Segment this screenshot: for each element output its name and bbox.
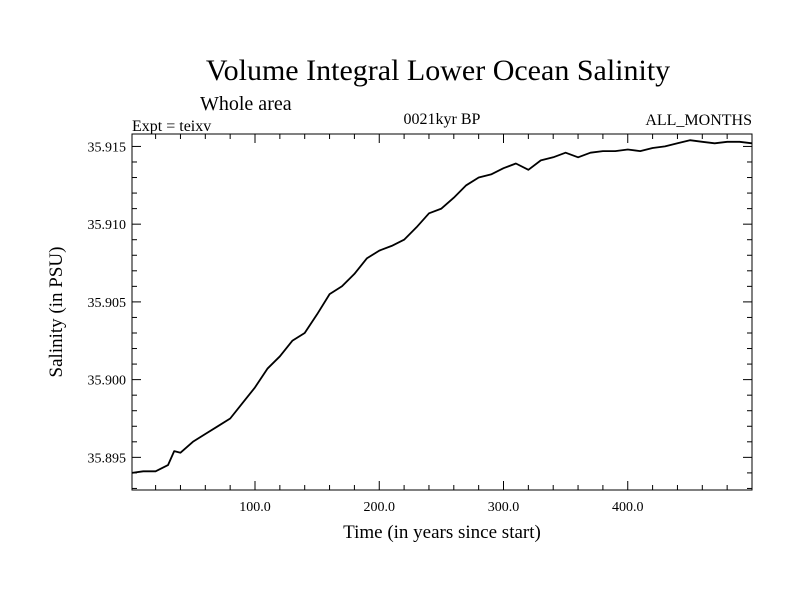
y-axis-ticks: 35.895 35.900 35.905 35.910 35.915 (88, 140, 752, 489)
y-axis-label: Salinity (in PSU) (46, 247, 67, 378)
series-lines (131, 139, 753, 474)
plot-frame (131, 133, 753, 491)
series-line (131, 139, 753, 474)
x-tick-label: 400.0 (612, 500, 644, 515)
y-tick-label: 35.910 (88, 218, 127, 233)
axes (131, 133, 753, 491)
x-tick-label: 100.0 (239, 500, 271, 515)
period-label: 0021kyr BP (404, 111, 481, 128)
months-label: ALL_MONTHS (645, 112, 752, 129)
y-tick-label: 35.915 (88, 140, 127, 155)
experiment-label: Expt = teixv (132, 118, 211, 135)
y-tick-label: 35.900 (88, 374, 127, 389)
x-axis-label: Time (in years since start) (343, 522, 541, 543)
chart-subtitle: Whole area (200, 93, 292, 115)
y-tick-label: 35.905 (88, 296, 127, 311)
chart-title: Volume Integral Lower Ocean Salinity (206, 54, 670, 87)
x-axis-ticks: 100.0 200.0 300.0 400.0 (155, 134, 728, 515)
x-tick-label: 300.0 (488, 500, 520, 515)
y-tick-label: 35.895 (88, 451, 127, 466)
x-tick-label: 200.0 (364, 500, 396, 515)
